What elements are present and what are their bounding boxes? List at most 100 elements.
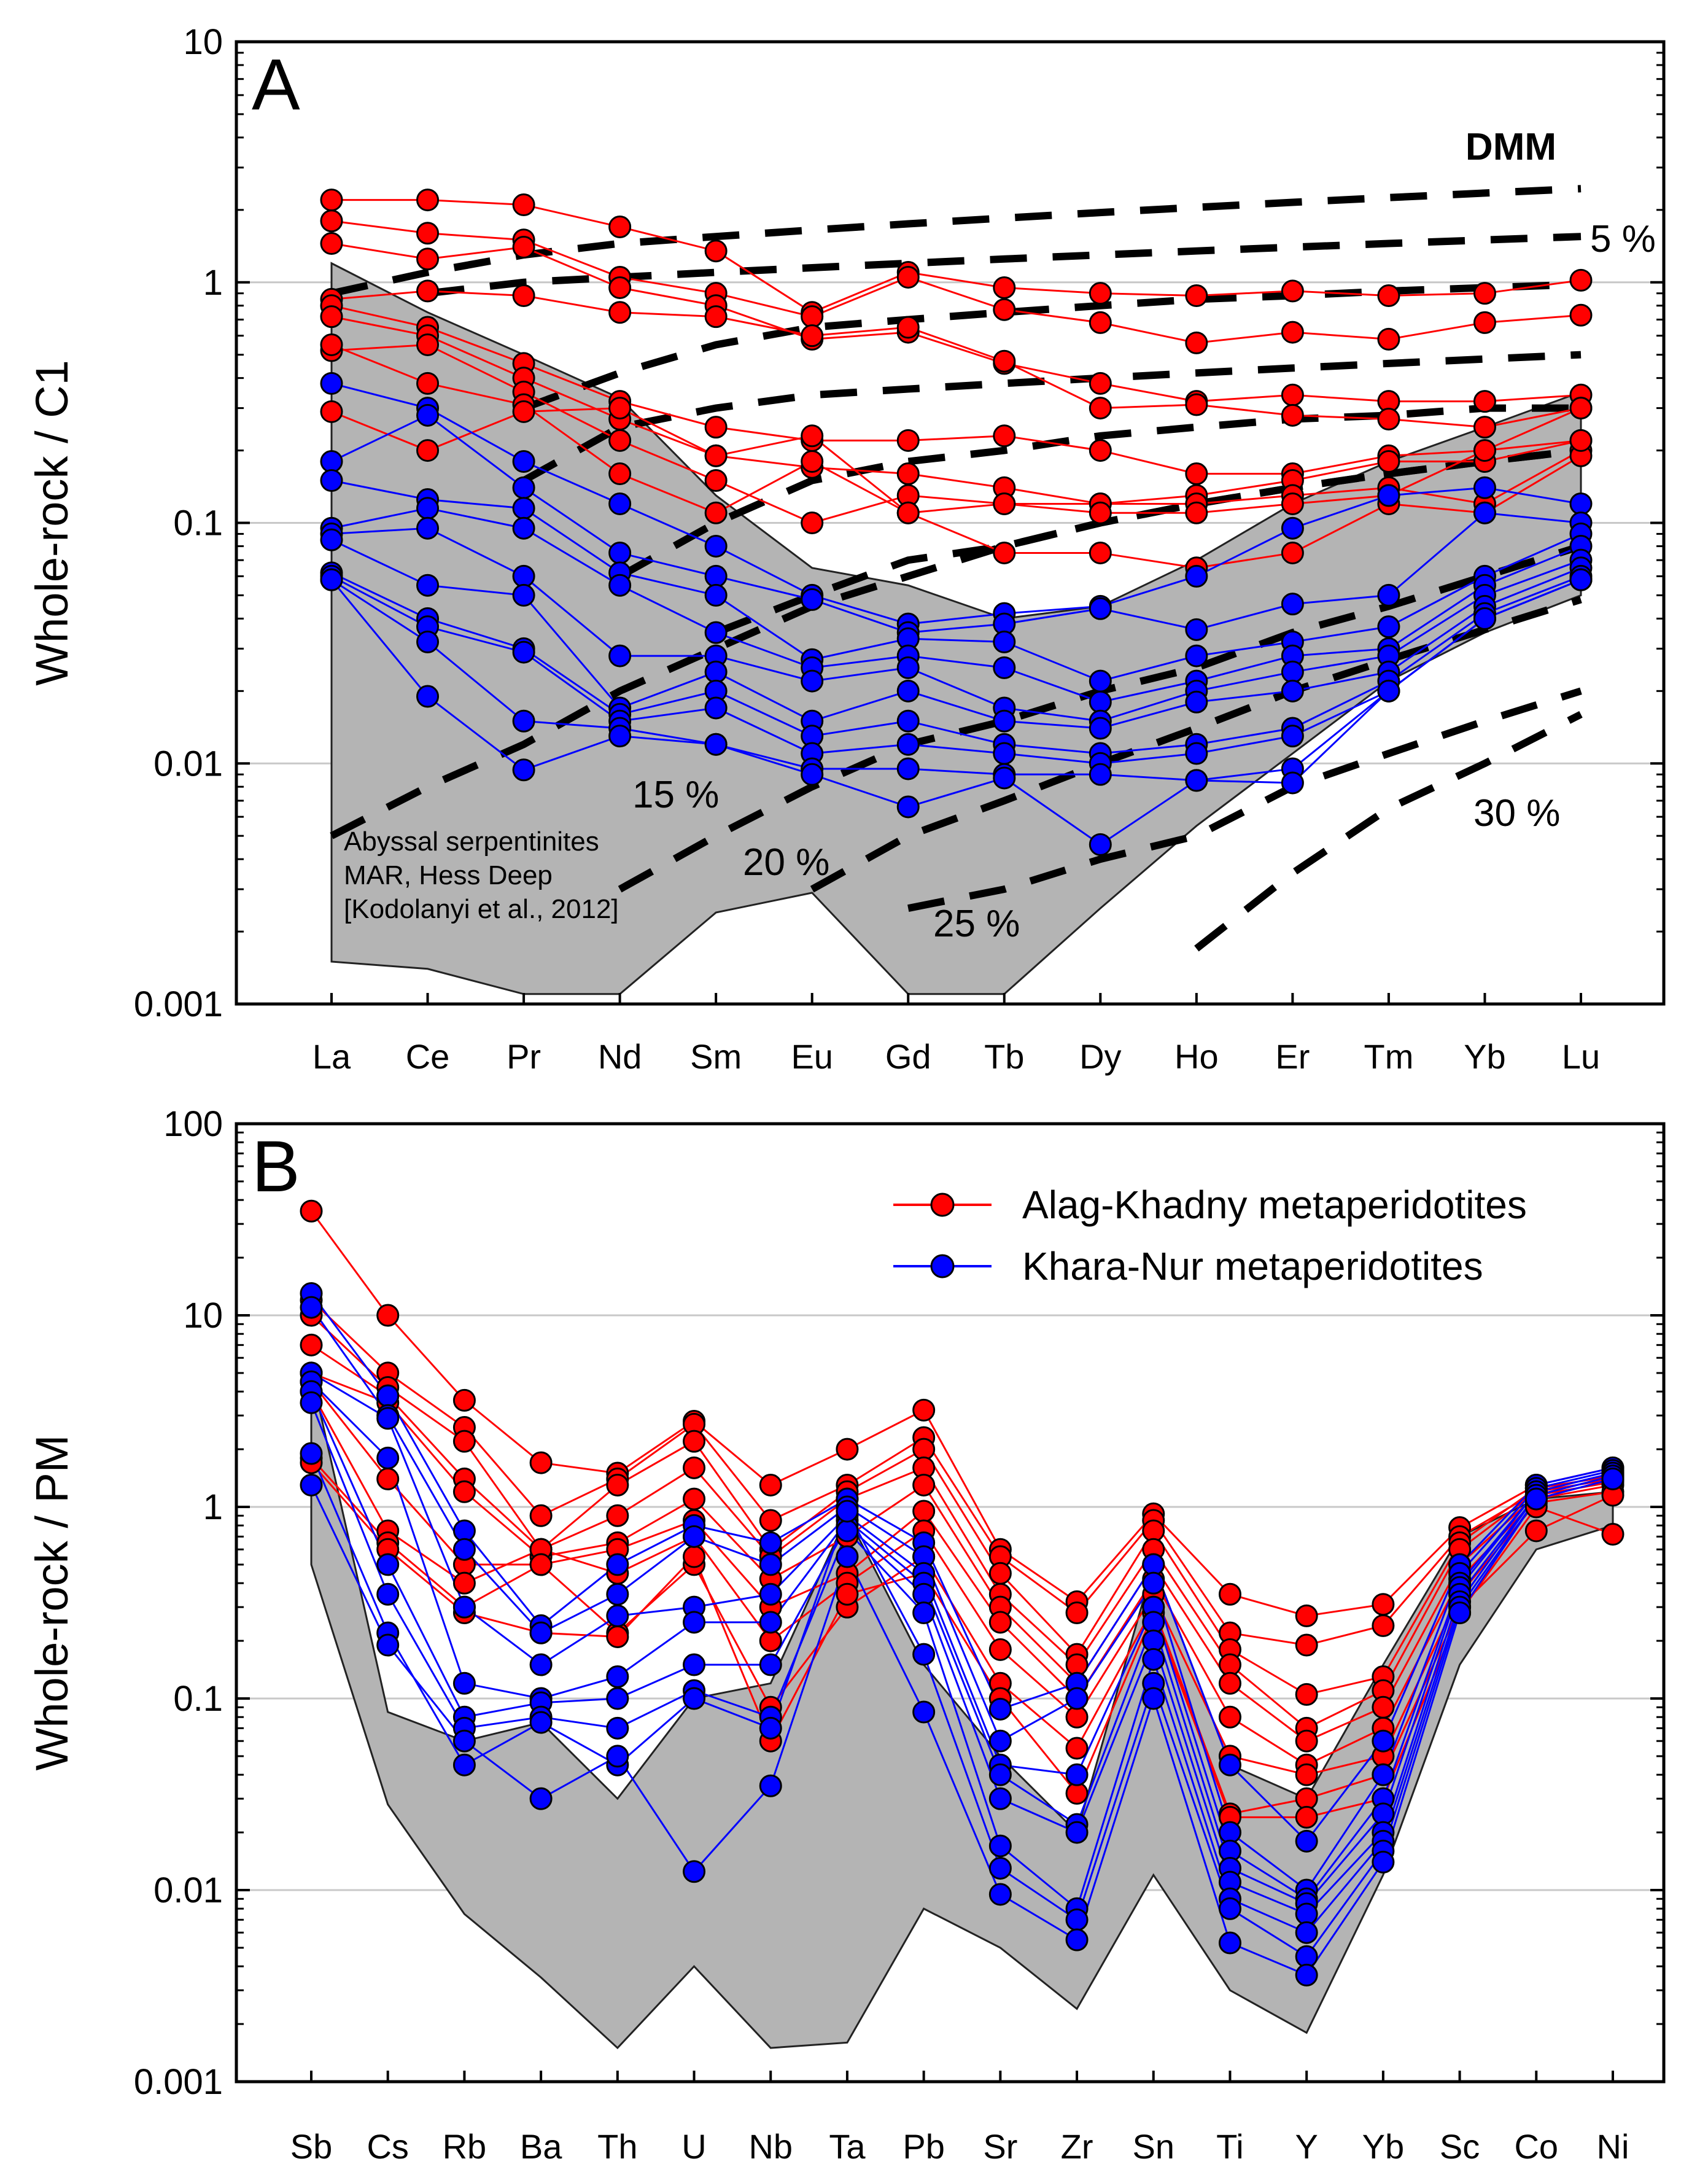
series-line bbox=[310, 1402, 1613, 1934]
data-point bbox=[759, 1582, 782, 1606]
y-tick-label: 10 bbox=[183, 1296, 223, 1336]
data-point bbox=[801, 424, 824, 448]
data-point bbox=[452, 1388, 476, 1412]
data-point bbox=[606, 1604, 629, 1627]
data-point bbox=[452, 1729, 476, 1753]
x-category-label: Nb bbox=[748, 2127, 793, 2166]
series-line bbox=[331, 407, 1582, 514]
legend-label: Khara-Nur metaperidotites bbox=[1022, 1244, 1483, 1288]
data-point bbox=[1295, 1921, 1318, 1944]
melting-label-20: 20 % bbox=[743, 841, 829, 884]
data-point bbox=[1089, 311, 1112, 334]
data-point bbox=[1281, 660, 1304, 683]
melting-model-curve bbox=[618, 404, 1581, 580]
data-point bbox=[320, 209, 343, 233]
series-line bbox=[331, 305, 1582, 475]
data-point bbox=[1065, 1763, 1089, 1786]
data-point bbox=[1142, 1648, 1165, 1671]
data-point bbox=[512, 758, 535, 782]
data-point bbox=[512, 284, 535, 307]
data-point bbox=[759, 1473, 782, 1496]
data-point bbox=[452, 1571, 476, 1595]
data-point bbox=[1089, 597, 1112, 620]
data-point bbox=[993, 424, 1016, 448]
legend-marker bbox=[930, 1254, 955, 1278]
data-point bbox=[1295, 1805, 1318, 1829]
series-line bbox=[331, 575, 1582, 765]
data-point bbox=[1065, 1928, 1089, 1951]
data-point bbox=[512, 193, 535, 217]
data-point bbox=[320, 568, 343, 591]
series-line bbox=[310, 1210, 1613, 1617]
data-point bbox=[1281, 279, 1304, 303]
series-line bbox=[311, 1344, 1613, 1730]
data-point bbox=[512, 583, 535, 607]
data-point bbox=[896, 501, 920, 524]
data-point bbox=[759, 1716, 782, 1740]
data-point bbox=[1448, 1601, 1472, 1624]
data-point bbox=[704, 583, 728, 607]
data-point bbox=[988, 1729, 1012, 1753]
data-point bbox=[1295, 1963, 1318, 1986]
x-category-label: Lu bbox=[1562, 1037, 1600, 1076]
data-point bbox=[1377, 484, 1400, 507]
x-category-label: Co bbox=[1514, 2127, 1558, 2166]
data-point bbox=[1281, 492, 1304, 515]
data-point bbox=[512, 497, 535, 520]
data-point bbox=[608, 276, 632, 299]
panel-letter: A bbox=[252, 44, 300, 125]
series-line bbox=[331, 344, 1582, 569]
data-point bbox=[896, 462, 920, 486]
series-line bbox=[331, 539, 1582, 730]
data-point bbox=[1281, 593, 1304, 616]
data-point bbox=[993, 298, 1016, 321]
y-tick-label: 1 bbox=[203, 1487, 223, 1527]
data-point bbox=[1281, 516, 1304, 540]
data-point bbox=[1185, 618, 1208, 641]
x-category-label: Y bbox=[1295, 2127, 1318, 2166]
data-point bbox=[993, 766, 1016, 790]
y-tick-label: 100 bbox=[163, 1104, 223, 1144]
x-category-label: Ho bbox=[1174, 1037, 1219, 1076]
data-point bbox=[836, 1500, 859, 1523]
data-point bbox=[1218, 1931, 1241, 1955]
data-point bbox=[1601, 1523, 1625, 1546]
data-point bbox=[512, 640, 535, 664]
data-point bbox=[1089, 690, 1112, 714]
data-point bbox=[704, 660, 728, 683]
data-point bbox=[606, 1687, 629, 1710]
data-point bbox=[1524, 1519, 1548, 1543]
series-line bbox=[331, 572, 1582, 755]
series-line bbox=[311, 1372, 1613, 1742]
data-point bbox=[608, 492, 632, 515]
data-point bbox=[1185, 462, 1208, 486]
y-tick-label: 0.001 bbox=[134, 984, 223, 1024]
data-point bbox=[529, 1553, 553, 1576]
melting-model-curve bbox=[522, 281, 1582, 412]
data-point bbox=[704, 444, 728, 467]
melting-label-15: 15 % bbox=[632, 774, 719, 816]
data-point bbox=[529, 1787, 553, 1810]
x-category-label: Gd bbox=[885, 1037, 931, 1076]
data-point bbox=[608, 301, 632, 324]
data-point bbox=[993, 709, 1016, 733]
data-point bbox=[988, 1697, 1012, 1721]
data-point bbox=[416, 189, 440, 212]
data-point bbox=[1569, 568, 1593, 591]
data-point bbox=[1377, 583, 1400, 607]
series-line bbox=[331, 316, 1582, 505]
data-point bbox=[1377, 449, 1400, 473]
data-point bbox=[801, 588, 824, 611]
series-line bbox=[310, 1391, 1613, 1915]
data-point bbox=[683, 1487, 706, 1511]
data-point bbox=[452, 1753, 476, 1776]
data-point bbox=[836, 1582, 859, 1606]
series-line bbox=[310, 1307, 1613, 1892]
x-category-label: Cs bbox=[367, 2127, 408, 2166]
data-point bbox=[529, 1504, 553, 1527]
data-point bbox=[512, 564, 535, 588]
x-category-label: Zr bbox=[1061, 2127, 1093, 2166]
data-point bbox=[300, 1296, 323, 1319]
data-point bbox=[512, 449, 535, 473]
series-line bbox=[310, 1462, 1613, 1818]
